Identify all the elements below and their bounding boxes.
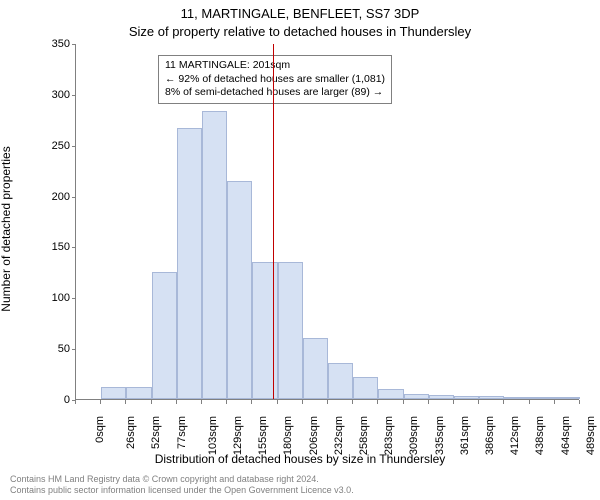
x-tick-label: 412sqm xyxy=(509,416,521,455)
info-line-1: 11 MARTINGALE: 201sqm xyxy=(165,59,385,73)
histogram-bar xyxy=(126,387,151,399)
x-tick-label: 26sqm xyxy=(125,416,137,449)
x-tick-label: 335sqm xyxy=(434,416,446,455)
title-line-1: 11, MARTINGALE, BENFLEET, SS7 3DP xyxy=(0,6,600,21)
y-tick-mark xyxy=(72,247,76,248)
y-tick-label: 150 xyxy=(30,241,70,253)
x-tick-label: 438sqm xyxy=(535,416,547,455)
x-tick-mark xyxy=(302,400,303,404)
x-tick-mark xyxy=(579,400,580,404)
x-tick-label: 283sqm xyxy=(383,416,395,455)
x-tick-mark xyxy=(277,400,278,404)
x-tick-label: 232sqm xyxy=(333,416,345,455)
x-tick-label: 489sqm xyxy=(585,416,597,455)
x-tick-label: 77sqm xyxy=(176,416,188,449)
y-tick-mark xyxy=(72,298,76,299)
x-tick-mark xyxy=(151,400,152,404)
x-tick-mark xyxy=(428,400,429,404)
info-box: 11 MARTINGALE: 201sqm ← 92% of detached … xyxy=(158,55,392,104)
x-tick-mark xyxy=(201,400,202,404)
histogram-bar xyxy=(530,397,555,399)
x-tick-mark xyxy=(503,400,504,404)
histogram-bar xyxy=(353,377,378,399)
x-tick-label: 52sqm xyxy=(150,416,162,449)
y-tick-mark xyxy=(72,349,76,350)
y-tick-mark xyxy=(72,95,76,96)
histogram-bar xyxy=(227,181,252,399)
histogram-bar xyxy=(429,395,454,399)
y-tick-label: 200 xyxy=(30,191,70,203)
histogram-bar xyxy=(404,394,429,399)
histogram-bar xyxy=(177,128,202,399)
y-tick-label: 250 xyxy=(30,140,70,152)
x-tick-mark xyxy=(125,400,126,404)
y-tick-label: 50 xyxy=(30,343,70,355)
x-tick-mark xyxy=(176,400,177,404)
footer: Contains HM Land Registry data © Crown c… xyxy=(10,474,354,497)
title-line-2: Size of property relative to detached ho… xyxy=(0,24,600,39)
y-tick-mark xyxy=(72,197,76,198)
histogram-bar xyxy=(378,389,403,399)
x-tick-mark xyxy=(554,400,555,404)
histogram-bar xyxy=(303,338,328,399)
histogram-bar xyxy=(479,396,504,399)
footer-line-2: Contains public sector information licen… xyxy=(10,485,354,496)
x-tick-label: 361sqm xyxy=(459,416,471,455)
x-tick-label: 258sqm xyxy=(358,416,370,455)
histogram-bar xyxy=(278,262,303,399)
y-axis-label: Number of detached properties xyxy=(0,146,13,311)
x-tick-label: 129sqm xyxy=(232,416,244,455)
y-tick-label: 100 xyxy=(30,292,70,304)
histogram-bar xyxy=(555,397,580,399)
histogram-bar xyxy=(101,387,126,399)
x-tick-label: 155sqm xyxy=(257,416,269,455)
x-tick-mark xyxy=(100,400,101,404)
footer-line-1: Contains HM Land Registry data © Crown c… xyxy=(10,474,354,485)
x-tick-label: 0sqm xyxy=(94,416,106,443)
y-tick-label: 300 xyxy=(30,89,70,101)
x-tick-mark xyxy=(478,400,479,404)
x-tick-mark xyxy=(529,400,530,404)
x-tick-label: 103sqm xyxy=(207,416,219,455)
x-tick-mark xyxy=(226,400,227,404)
histogram-bar xyxy=(152,272,177,399)
x-tick-label: 386sqm xyxy=(484,416,496,455)
plot-area: 11 MARTINGALE: 201sqm ← 92% of detached … xyxy=(75,44,579,400)
y-tick-label: 0 xyxy=(30,394,70,406)
y-tick-label: 350 xyxy=(30,38,70,50)
reference-line xyxy=(273,44,274,399)
x-tick-label: 309sqm xyxy=(409,416,421,455)
x-tick-label: 206sqm xyxy=(308,416,320,455)
histogram-bar xyxy=(202,111,227,399)
x-tick-mark xyxy=(251,400,252,404)
histogram-bar xyxy=(328,363,353,399)
y-tick-mark xyxy=(72,146,76,147)
info-line-3: 8% of semi-detached houses are larger (8… xyxy=(165,86,385,100)
info-line-2: ← 92% of detached houses are smaller (1,… xyxy=(165,73,385,87)
x-tick-mark xyxy=(352,400,353,404)
histogram-bar xyxy=(504,397,529,399)
x-tick-mark xyxy=(403,400,404,404)
x-tick-label: 180sqm xyxy=(283,416,295,455)
x-tick-mark xyxy=(75,400,76,404)
x-tick-mark xyxy=(453,400,454,404)
x-tick-mark xyxy=(327,400,328,404)
chart-container: 11, MARTINGALE, BENFLEET, SS7 3DP Size o… xyxy=(0,0,600,500)
x-tick-mark xyxy=(377,400,378,404)
y-tick-mark xyxy=(72,44,76,45)
histogram-bar xyxy=(454,396,479,399)
histogram-bar xyxy=(252,262,277,399)
x-tick-label: 464sqm xyxy=(560,416,572,455)
